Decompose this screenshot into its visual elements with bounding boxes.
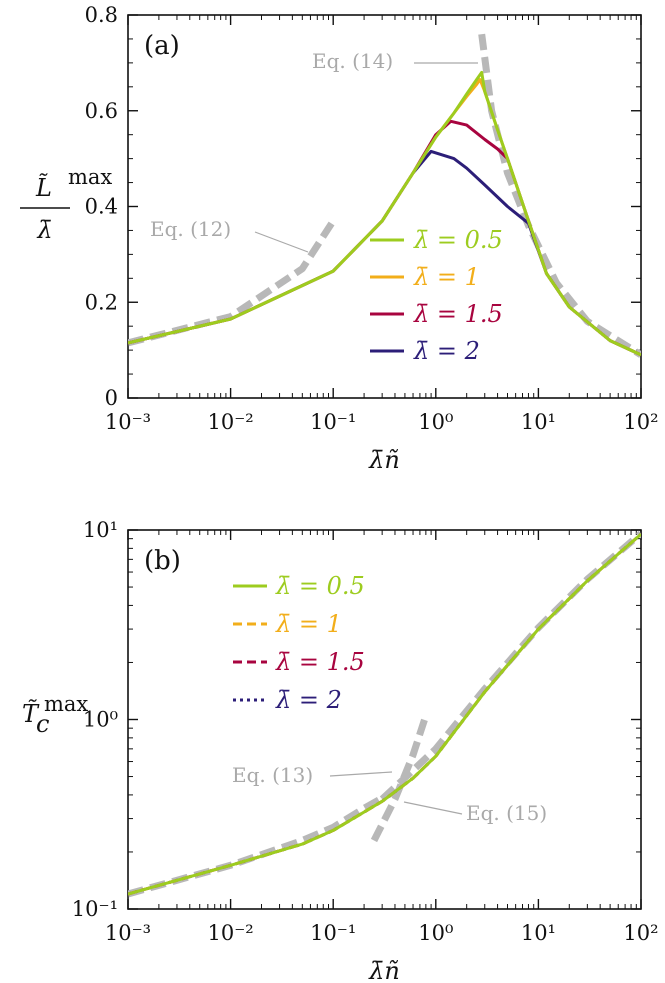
x-tick-label: 10¹ <box>521 410 556 434</box>
y-axis-label: T̃ <box>22 700 40 728</box>
y-tick-label: 10⁰ <box>83 708 118 732</box>
legend-label: λ̄ = 0.5 <box>413 226 503 254</box>
plot-frame <box>127 529 642 910</box>
y-tick-label: 10¹ <box>83 518 118 542</box>
series-line <box>128 533 641 896</box>
y-tick-label: 0 <box>105 386 118 410</box>
y-tick-label: 0.2 <box>85 290 118 314</box>
x-tick-label: 10⁰ <box>418 410 453 434</box>
annotation-eq12: Eq. (12) <box>150 217 231 241</box>
x-tick-label: 10⁻¹ <box>310 410 356 434</box>
legend-label: λ̄ = 1 <box>275 610 342 638</box>
x-tick-label: 10² <box>623 410 658 434</box>
x-tick-label: 10⁻² <box>207 921 253 945</box>
legend-label: λ̄ = 1 <box>413 263 480 291</box>
x-tick-label: 10⁻³ <box>105 921 151 945</box>
series-line <box>128 787 397 898</box>
y-tick-label: 10⁻¹ <box>72 897 118 921</box>
y-tick-label: 0.6 <box>85 99 118 123</box>
panel-label: (a) <box>144 31 180 61</box>
panel-b: 10⁻³ 10⁻² 10⁻¹ 10⁰ 10¹ 10² 10⁻¹ 10⁰ 10¹ (b) λ̄ñ T̃ m… <box>22 518 659 983</box>
x-tick-label: 10⁰ <box>418 921 453 945</box>
y-axis-label-superscript: max <box>68 165 112 189</box>
annotation-eq13: Eq. (13) <box>232 763 313 787</box>
annotation-eq14: Eq. (14) <box>312 49 393 73</box>
y-axis-label-numerator: L̃ <box>35 174 52 202</box>
x-tick-label: 10⁻² <box>207 410 253 434</box>
x-tick-label: 10² <box>623 921 658 945</box>
annotation-eq12-pointer <box>254 231 309 253</box>
series-group <box>128 530 641 898</box>
series-line <box>128 533 641 896</box>
series-line <box>478 33 641 358</box>
x-axis-label: λ̄ñ <box>368 957 400 983</box>
annotation-eq13-pointer <box>329 771 393 777</box>
legend-label: λ̄ = 2 <box>413 337 480 365</box>
series-line <box>128 533 641 896</box>
x-tick-label: 10⁻³ <box>105 410 151 434</box>
legend-label: λ̄ = 0.5 <box>275 572 365 600</box>
y-tick-label: 0.4 <box>85 195 118 219</box>
y-axis-label-subscript: c <box>36 710 49 738</box>
legend-label: λ̄ = 1.5 <box>275 648 365 676</box>
x-tick-label: 10¹ <box>521 921 556 945</box>
x-axis-label: λ̄ñ <box>368 446 400 474</box>
legend-label: λ̄ = 2 <box>275 686 342 714</box>
y-tick-label: 0.8 <box>85 3 118 27</box>
legend-label: λ̄ = 1.5 <box>413 300 503 328</box>
annotation-eq15-pointer <box>403 801 463 815</box>
panel-label: (b) <box>144 546 181 576</box>
series-line <box>128 533 641 896</box>
series-group <box>128 33 641 358</box>
series-line <box>128 70 641 357</box>
y-axis-label-superscript: max <box>44 692 88 716</box>
y-axis-label-denominator: λ̄ <box>36 216 52 244</box>
series-line <box>379 530 641 802</box>
panel-a: 10⁻³ 10⁻² 10⁻¹ 10⁰ 10¹ 10² 0 0.2 0.4 0.6 0.8 (a) λ̄ñ… <box>20 3 659 474</box>
annotation-eq15: Eq. (15) <box>466 801 547 825</box>
x-tick-label: 10⁻¹ <box>310 921 356 945</box>
